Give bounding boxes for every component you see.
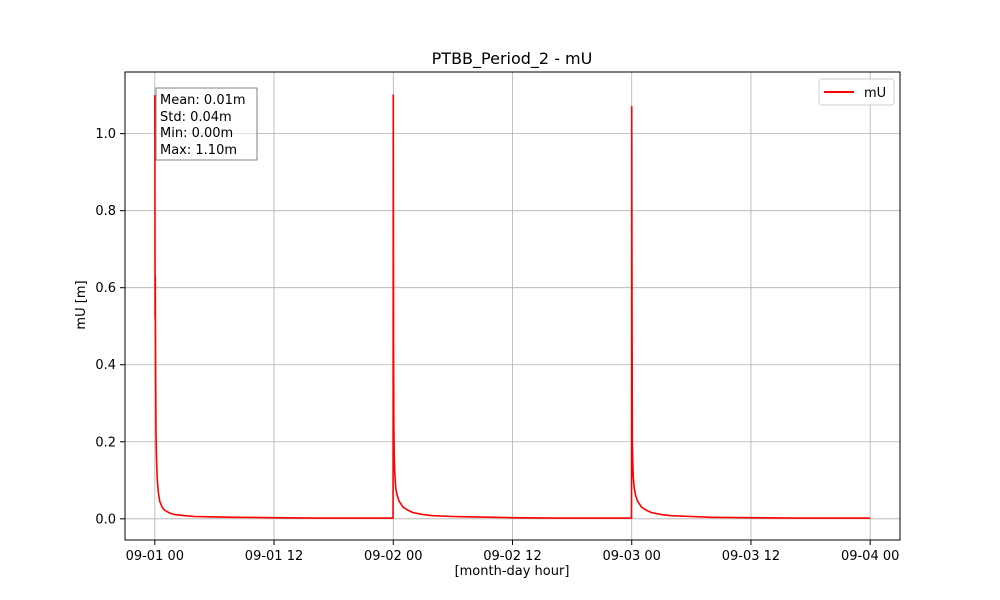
legend-frame [818, 78, 895, 106]
stats-mean: Mean: 0.01m [160, 93, 246, 108]
stats-min: Min: 0.00m [160, 126, 233, 141]
x-tick-label: 09-02 00 [364, 549, 422, 564]
chart-title: PTBB_Period_2 - mU [432, 49, 593, 69]
y-tick-label: 1.0 [95, 127, 116, 142]
x-tick-label: 09-03 00 [603, 549, 661, 564]
legend: mU [818, 78, 895, 106]
y-tick-label: 0.0 [95, 512, 116, 527]
y-tick-label: 0.4 [95, 358, 116, 373]
x-axis-ticks: 09-01 00 09-01 12 09-02 00 09-02 12 09-03 00… [126, 540, 899, 564]
x-axis-label: [month-day hour] [455, 564, 570, 579]
stats-std: Std: 0.04m [160, 110, 232, 125]
x-tick-label: 09-01 00 [126, 549, 184, 564]
series-layer [154, 94, 871, 519]
y-tick-label: 0.8 [95, 204, 116, 219]
x-tick-label: 09-03 12 [722, 549, 780, 564]
stats-max: Max: 1.10m [160, 143, 237, 158]
y-axis-ticks: 0.0 0.2 0.4 0.6 0.8 1.0 [95, 127, 125, 527]
x-tick-label: 09-02 12 [483, 549, 541, 564]
x-tick-label: 09-04 00 [841, 549, 899, 564]
stats-box-frame [155, 87, 258, 161]
series-line-mU [154, 94, 871, 519]
y-axis-label: mU [m] [74, 280, 89, 329]
y-tick-label: 0.6 [95, 281, 116, 296]
stats-box: Mean: 0.01m Std: 0.04m Min: 0.00m Max: 1… [155, 87, 258, 161]
y-tick-label: 0.2 [95, 435, 116, 450]
x-tick-label: 09-01 12 [245, 549, 303, 564]
legend-label-mU: mU [864, 86, 886, 101]
